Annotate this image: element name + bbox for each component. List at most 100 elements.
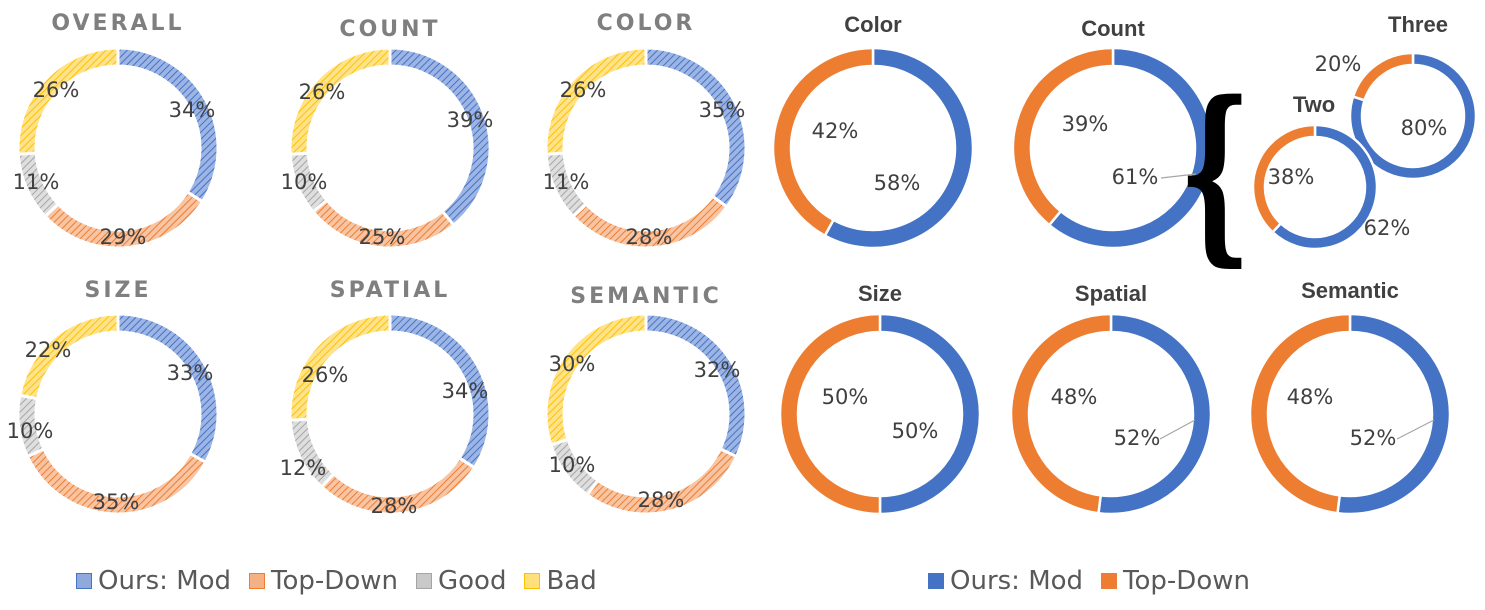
data-label: 28% — [371, 494, 418, 518]
data-label: 39% — [1062, 112, 1109, 136]
slice-ours-mod — [823, 46, 975, 250]
chart-title: Size — [858, 281, 902, 306]
slice-ours-mod — [644, 46, 748, 209]
slice-ours-mod — [388, 46, 492, 228]
chart-title: OVERALL — [51, 11, 184, 36]
chart-title: Count — [1081, 16, 1145, 41]
legend-swatch — [1101, 573, 1118, 589]
data-label: 10% — [549, 453, 596, 477]
slice-top-down — [1251, 123, 1317, 234]
label-leader-line — [1396, 419, 1435, 440]
data-label: 11% — [543, 170, 590, 194]
legend-label: Top-Down — [1123, 566, 1250, 596]
slice-ours-mod — [1336, 312, 1452, 516]
donut-chart-color: COLOR 35% 28% 11% 26% — [543, 11, 748, 250]
legend-swatch — [76, 573, 92, 589]
chart-title: Spatial — [1075, 281, 1147, 306]
slice-bad — [544, 46, 648, 156]
chart-title: Three — [1388, 12, 1448, 37]
chart-title: COLOR — [597, 11, 696, 36]
legend-label: Good — [437, 566, 507, 596]
data-label: 39% — [447, 108, 494, 132]
donut-chart-overall: OVERALL 34% 29% 11% 26% — [13, 11, 220, 250]
legend-swatch — [928, 573, 944, 589]
data-label: 61% — [1112, 165, 1159, 189]
legend-label: Ours: Mod — [98, 566, 232, 596]
slice-ours-mod — [644, 312, 748, 459]
data-label: 52% — [1350, 426, 1397, 450]
data-label: 32% — [694, 358, 741, 382]
slice-top-down — [1351, 51, 1415, 102]
legend-swatch — [415, 573, 432, 589]
slice-bad — [18, 312, 120, 401]
legend-label: Ours: Mod — [950, 566, 1084, 596]
data-label: 48% — [1051, 385, 1098, 409]
legend-label: Bad — [546, 566, 597, 596]
legend-swatch — [524, 573, 541, 589]
legend-item-ours-mod: Ours: Mod — [76, 566, 231, 596]
chart-title: COUNT — [339, 17, 440, 42]
data-label: 29% — [100, 225, 147, 249]
data-label: 48% — [1287, 385, 1334, 409]
data-label: 50% — [892, 419, 939, 443]
donut-chart-semantic: Semantic 52% 48% — [1248, 278, 1452, 516]
slice-ours-mod — [116, 46, 220, 204]
data-label: 10% — [7, 419, 54, 443]
slice-bad — [288, 312, 392, 422]
slice-bad — [288, 46, 392, 156]
data-label: 11% — [13, 170, 60, 194]
slice-ours-mod — [1097, 312, 1213, 516]
data-label: 38% — [1268, 165, 1315, 189]
chart-title: Semantic — [1301, 278, 1399, 303]
data-label: 50% — [822, 385, 869, 409]
data-label: 62% — [1364, 216, 1411, 240]
legend-item-ours-mod: Ours: Mod — [928, 566, 1083, 596]
data-label: 28% — [626, 225, 673, 249]
slice-top-down — [778, 312, 882, 516]
data-label: 35% — [699, 98, 746, 122]
data-label: 26% — [302, 363, 349, 387]
donut-chart-three: Three 80% 20% — [1315, 12, 1478, 181]
legend-label: Top-Down — [271, 566, 398, 596]
data-label: 25% — [359, 225, 406, 249]
data-label: 34% — [169, 98, 216, 122]
slice-ours-mod — [878, 312, 982, 516]
donut-chart-color: Color 58% 42% — [771, 12, 975, 250]
slice-top-down — [771, 46, 875, 238]
legend-item-top-down: Top-Down — [249, 566, 398, 596]
slice-bad — [16, 46, 120, 156]
donut-chart-count: COUNT 39% 25% 10% 26% — [281, 17, 494, 250]
legend-swatch — [249, 573, 266, 589]
data-label: 20% — [1315, 52, 1362, 76]
label-leader-line — [1159, 419, 1196, 440]
data-label: 58% — [874, 171, 921, 195]
slice-ours-mod — [116, 312, 220, 465]
donut-chart-spatial: SPATIAL 34% 28% 12% 26% — [280, 278, 492, 518]
chart-title: Color — [844, 12, 902, 37]
donut-charts-figure: OVERALL34%29%11%26%COUNT39%25%10%26%COLO… — [7, 11, 1478, 518]
chart-title: SIZE — [84, 278, 151, 303]
data-label: 26% — [33, 78, 80, 102]
data-label: 22% — [25, 338, 72, 362]
donut-chart-size: Size 50% 50% — [778, 281, 982, 516]
slice-bad — [544, 312, 648, 447]
data-label: 33% — [167, 361, 214, 385]
data-label: 34% — [442, 379, 489, 403]
legend-item-good: Good — [415, 566, 507, 596]
data-label: 42% — [812, 119, 859, 143]
data-label: 30% — [549, 352, 596, 376]
chart-title: SPATIAL — [330, 278, 451, 303]
donut-chart-spatial: Spatial 52% 48% — [1009, 281, 1213, 516]
slice-top-down — [1011, 46, 1115, 227]
bracket-glyph: { — [1178, 60, 1251, 283]
data-label: 26% — [560, 78, 607, 102]
data-label: 12% — [280, 456, 327, 480]
data-label: 10% — [281, 170, 328, 194]
slice-top-down — [1248, 312, 1352, 515]
legend-solid: Ours: Mod Top-Down — [928, 566, 1268, 596]
data-label: 26% — [299, 80, 346, 104]
legend-hatched: Ours: Mod Top-Down Good Bad — [76, 566, 615, 596]
chart-title: Two — [1293, 92, 1335, 117]
donut-chart-size: SIZE 33% 35% 10% 22% — [7, 278, 220, 516]
label-leader-line — [1160, 173, 1197, 179]
